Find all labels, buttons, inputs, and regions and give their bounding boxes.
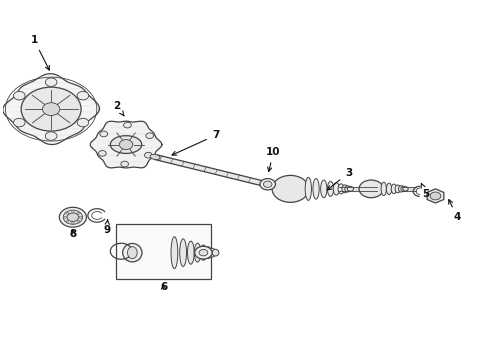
Circle shape bbox=[358, 180, 383, 198]
Circle shape bbox=[121, 161, 128, 167]
Circle shape bbox=[145, 133, 153, 139]
Circle shape bbox=[63, 210, 82, 224]
Polygon shape bbox=[426, 189, 443, 203]
Text: 8: 8 bbox=[69, 229, 76, 239]
Bar bbox=[116, 224, 210, 279]
Text: 4: 4 bbox=[448, 199, 460, 222]
Circle shape bbox=[59, 207, 86, 227]
Polygon shape bbox=[3, 74, 99, 145]
Ellipse shape bbox=[327, 181, 333, 196]
Circle shape bbox=[260, 179, 275, 190]
Circle shape bbox=[123, 122, 131, 128]
Ellipse shape bbox=[346, 186, 353, 191]
Circle shape bbox=[71, 222, 74, 224]
Polygon shape bbox=[401, 187, 415, 191]
Ellipse shape bbox=[127, 247, 137, 259]
Ellipse shape bbox=[400, 186, 406, 192]
Ellipse shape bbox=[194, 243, 201, 262]
Circle shape bbox=[271, 175, 308, 202]
Ellipse shape bbox=[208, 248, 215, 257]
Circle shape bbox=[66, 212, 69, 214]
Circle shape bbox=[77, 118, 88, 127]
Circle shape bbox=[429, 192, 440, 200]
Circle shape bbox=[144, 152, 152, 158]
Ellipse shape bbox=[110, 136, 142, 153]
Circle shape bbox=[63, 216, 66, 218]
Ellipse shape bbox=[320, 180, 326, 198]
Circle shape bbox=[45, 132, 57, 140]
Ellipse shape bbox=[394, 185, 400, 193]
Ellipse shape bbox=[200, 245, 206, 260]
Circle shape bbox=[199, 249, 207, 256]
Circle shape bbox=[77, 91, 88, 100]
Polygon shape bbox=[154, 154, 267, 186]
Text: 1: 1 bbox=[31, 35, 49, 70]
Ellipse shape bbox=[204, 247, 211, 258]
Ellipse shape bbox=[332, 183, 339, 195]
Ellipse shape bbox=[122, 243, 142, 262]
Circle shape bbox=[194, 246, 212, 259]
Text: 5: 5 bbox=[420, 184, 428, 199]
Ellipse shape bbox=[380, 182, 386, 195]
Circle shape bbox=[119, 140, 133, 149]
Circle shape bbox=[77, 212, 80, 214]
Polygon shape bbox=[90, 121, 162, 168]
Text: 6: 6 bbox=[160, 282, 167, 292]
Circle shape bbox=[14, 91, 25, 100]
Polygon shape bbox=[338, 187, 377, 191]
Circle shape bbox=[14, 118, 25, 127]
Ellipse shape bbox=[305, 177, 311, 201]
Text: 9: 9 bbox=[103, 220, 110, 235]
Ellipse shape bbox=[341, 185, 347, 193]
Text: 2: 2 bbox=[113, 100, 123, 116]
Circle shape bbox=[98, 150, 106, 156]
Circle shape bbox=[100, 131, 107, 137]
Ellipse shape bbox=[187, 241, 194, 264]
Ellipse shape bbox=[402, 187, 407, 191]
Text: 7: 7 bbox=[172, 130, 219, 155]
Circle shape bbox=[71, 211, 74, 213]
Ellipse shape bbox=[171, 237, 178, 269]
Ellipse shape bbox=[390, 184, 396, 194]
Circle shape bbox=[66, 220, 69, 222]
Circle shape bbox=[77, 220, 80, 222]
Ellipse shape bbox=[212, 249, 219, 256]
Circle shape bbox=[263, 181, 271, 187]
Ellipse shape bbox=[337, 184, 344, 194]
Ellipse shape bbox=[344, 186, 350, 192]
Text: 10: 10 bbox=[265, 147, 280, 171]
Ellipse shape bbox=[261, 182, 271, 187]
Circle shape bbox=[67, 213, 79, 221]
Circle shape bbox=[45, 78, 57, 86]
Circle shape bbox=[79, 216, 82, 218]
Ellipse shape bbox=[180, 239, 186, 266]
Text: 3: 3 bbox=[327, 168, 351, 190]
Ellipse shape bbox=[150, 154, 160, 159]
Ellipse shape bbox=[386, 183, 391, 194]
Ellipse shape bbox=[398, 186, 403, 192]
Ellipse shape bbox=[312, 179, 319, 199]
Circle shape bbox=[42, 103, 60, 116]
Circle shape bbox=[21, 87, 81, 131]
